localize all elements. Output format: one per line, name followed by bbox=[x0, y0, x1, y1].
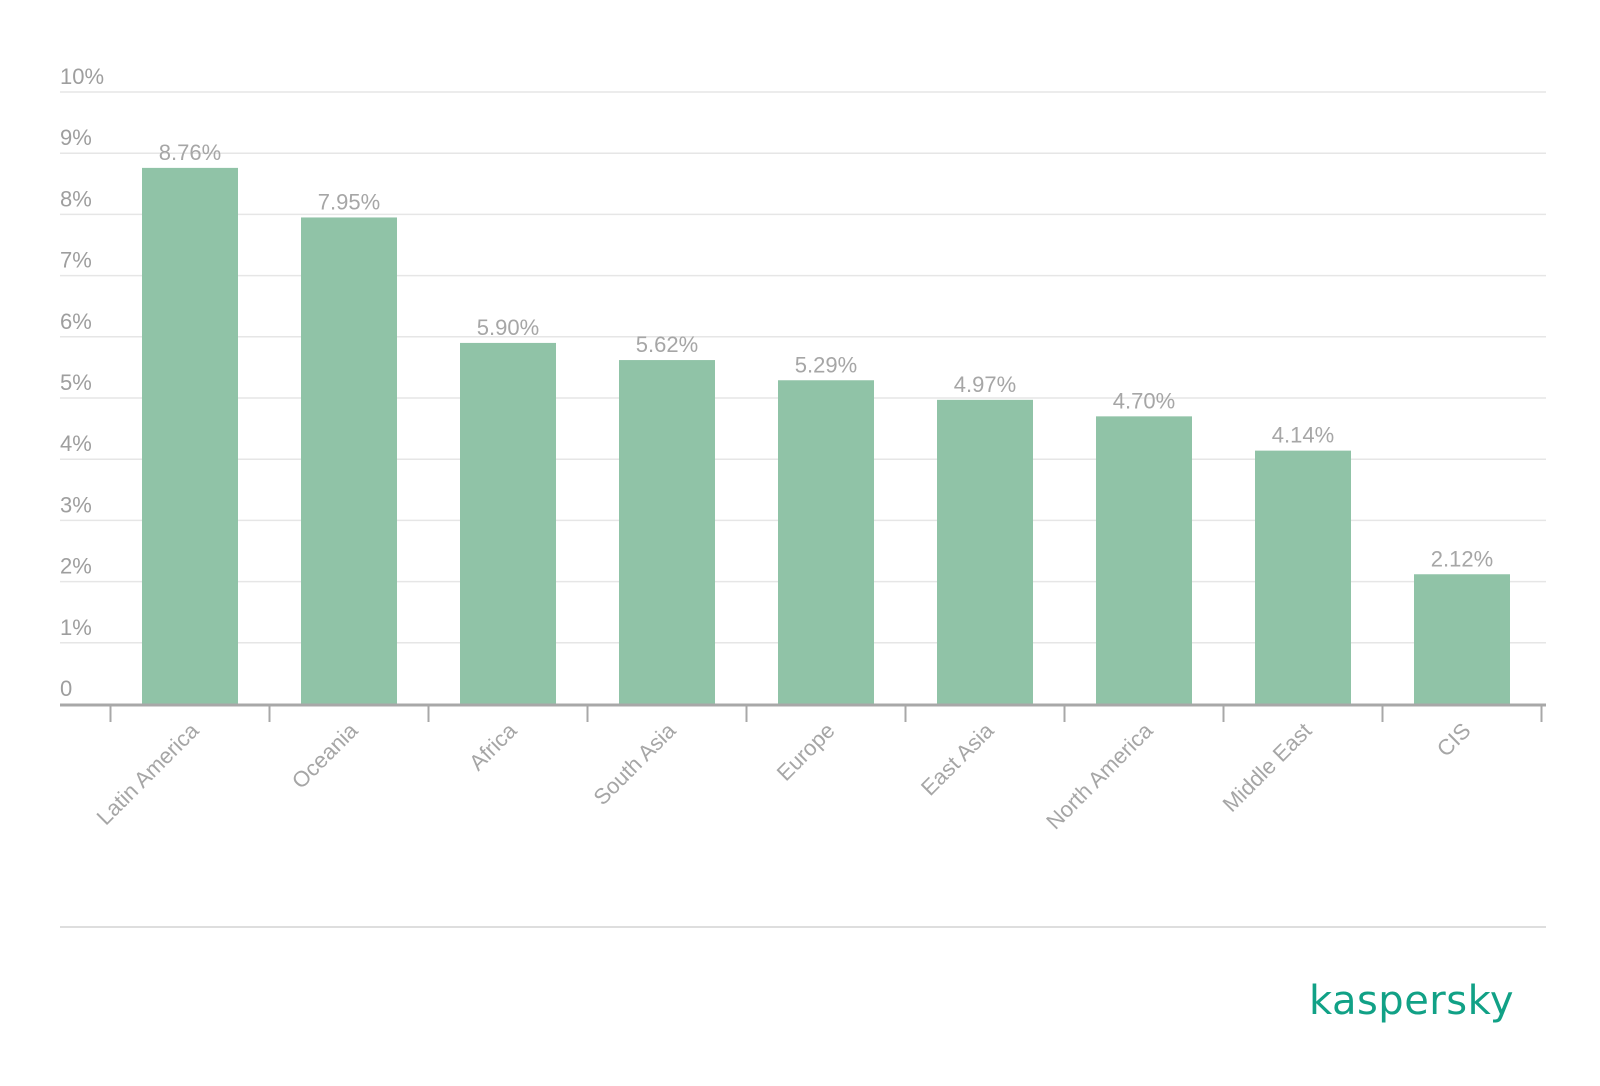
bar bbox=[937, 399, 1033, 704]
x-tick-label: South Asia bbox=[588, 717, 681, 810]
bar bbox=[301, 217, 397, 704]
data-label: 5.29% bbox=[795, 352, 857, 377]
x-tick-label: East Asia bbox=[916, 717, 999, 800]
x-tick-label: Oceania bbox=[287, 717, 363, 793]
data-label: 4.14% bbox=[1272, 423, 1334, 448]
footer-divider bbox=[60, 926, 1546, 928]
bar bbox=[1414, 574, 1510, 704]
kaspersky-logo: kaspersky bbox=[1308, 978, 1514, 1024]
bar bbox=[142, 167, 238, 704]
y-tick-label: 5% bbox=[60, 370, 92, 395]
bars bbox=[142, 167, 1510, 704]
bar bbox=[460, 342, 556, 704]
bar bbox=[778, 380, 874, 704]
x-tick-label: Latin America bbox=[92, 717, 204, 829]
y-tick-label: 7% bbox=[60, 248, 92, 273]
x-tick-label: Middle East bbox=[1218, 718, 1317, 817]
category-labels: Latin America Oceania Africa South Asia Euro… bbox=[92, 717, 1476, 834]
bar bbox=[619, 360, 715, 704]
data-label: 5.90% bbox=[477, 315, 539, 340]
y-tick-label: 9% bbox=[60, 125, 92, 150]
bar bbox=[1096, 416, 1192, 704]
data-label: 4.97% bbox=[954, 372, 1016, 397]
data-label: 8.76% bbox=[159, 140, 221, 165]
data-label: 7.95% bbox=[318, 189, 380, 214]
y-tick-label: 8% bbox=[60, 186, 92, 211]
x-axis bbox=[60, 703, 1546, 722]
y-tick-label: 4% bbox=[60, 431, 92, 456]
bar bbox=[1255, 450, 1351, 704]
x-tick-label: CIS bbox=[1432, 718, 1476, 762]
y-tick-label: 2% bbox=[60, 554, 92, 579]
x-tick-label: Africa bbox=[464, 717, 522, 775]
x-tick-label: Europe bbox=[772, 718, 840, 786]
y-tick-label: 1% bbox=[60, 615, 92, 640]
y-tick-label: 10% bbox=[60, 64, 104, 89]
data-label: 5.62% bbox=[636, 332, 698, 357]
y-tick-label: 0 bbox=[60, 676, 72, 701]
y-tick-label: 3% bbox=[60, 492, 92, 517]
data-label: 4.70% bbox=[1113, 388, 1175, 413]
x-tick-label: North America bbox=[1041, 717, 1158, 834]
data-label: 2.12% bbox=[1431, 546, 1493, 571]
y-tick-label: 6% bbox=[60, 309, 92, 334]
value-labels: 8.76% 7.95% 5.90% 5.62% 5.29% 4.97% 4.70% 4.14%… bbox=[159, 140, 1493, 571]
y-axis-ticks: 0 1% 2% 3% 4% 5% 6% 7% 8% 9% 10% bbox=[60, 64, 104, 701]
